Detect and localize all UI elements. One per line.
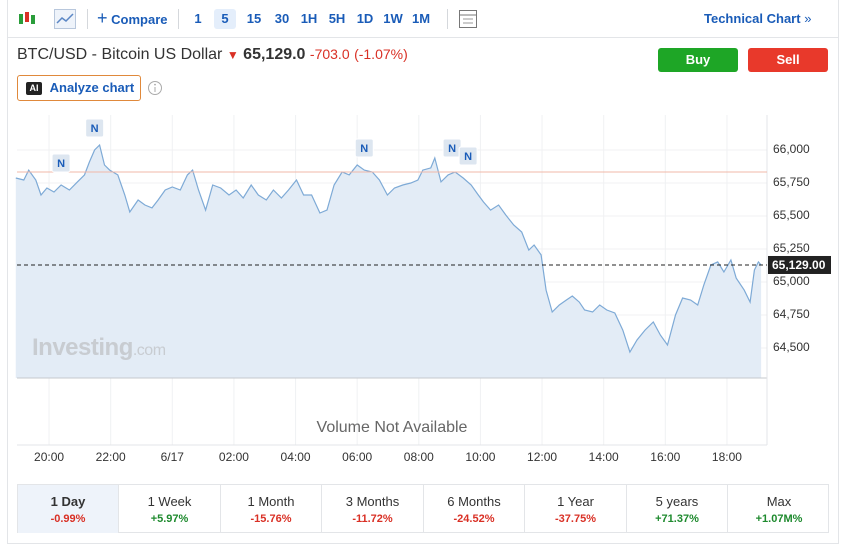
news-marker	[85, 118, 105, 138]
period-name: 1 Year	[557, 494, 594, 509]
price: 65,129.0	[243, 46, 306, 63]
period-cell[interactable]: 3 Months -11.72%	[323, 485, 424, 533]
x-tick-label: 22:00	[96, 450, 126, 464]
y-tick-label: 65,500	[773, 208, 810, 222]
period-cell[interactable]: 1 Year -37.75%	[526, 485, 627, 533]
y-tick-label: 65,250	[773, 241, 810, 255]
x-tick-label: 12:00	[527, 450, 557, 464]
news-marker-label: N	[91, 123, 99, 135]
separator	[178, 9, 179, 29]
news-marker-label: N	[448, 143, 456, 155]
info-icon[interactable]	[147, 80, 163, 96]
period-cell[interactable]: 1 Week +5.97%	[120, 485, 221, 533]
watermark-brand: Investing	[32, 334, 133, 361]
news-marker	[51, 153, 71, 173]
interval-button[interactable]: 1W	[383, 11, 403, 26]
line-icon[interactable]	[54, 9, 76, 29]
period-name: 1 Week	[147, 494, 192, 509]
current-price-label: 65,129.00	[772, 258, 826, 272]
separator	[87, 9, 88, 29]
period-change: -37.75%	[555, 513, 596, 525]
period-change: +5.97%	[150, 513, 189, 525]
candle-icon[interactable]	[17, 10, 37, 28]
news-marker	[458, 146, 478, 166]
interval-button[interactable]: 1D	[356, 11, 374, 26]
period-name: 5 years	[655, 494, 699, 509]
x-tick-label: 10:00	[465, 450, 495, 464]
period-change: -15.76%	[250, 513, 292, 525]
watermark: Investing.com	[32, 334, 166, 362]
y-tick-label: 66,000	[773, 142, 810, 156]
period-name: 3 Months	[345, 494, 400, 509]
interval-button[interactable]: 1	[194, 11, 202, 26]
sell-button[interactable]: Sell	[748, 48, 828, 72]
x-tick-label: 16:00	[650, 450, 680, 464]
period-cell[interactable]: 5 years +71.37%	[627, 485, 728, 533]
period-cell[interactable]: 1 Month -15.76%	[221, 485, 322, 533]
technical-label: Technical Chart	[704, 11, 801, 26]
period-change: -11.72%	[352, 513, 393, 525]
period-cell[interactable]: 1 Day -0.99%	[18, 485, 119, 533]
ai-icon: AI	[26, 82, 42, 95]
volume-note: Volume Not Available	[316, 419, 468, 436]
buy-button[interactable]: Buy	[658, 48, 738, 72]
period-cell[interactable]: 6 Months -24.52%	[424, 485, 525, 533]
technical-chart-link[interactable]: Technical Chart »	[704, 11, 812, 26]
change-pct: (-1.07%)	[354, 46, 408, 62]
x-tick-label: 08:00	[404, 450, 434, 464]
period-cell[interactable]: Max +1.07M%	[729, 485, 830, 533]
news-marker-label: N	[360, 143, 368, 155]
period-name: 6 Months	[447, 494, 501, 509]
x-tick-label: 06:00	[342, 450, 372, 464]
news-marker	[354, 138, 374, 158]
period-change: +1.07M%	[755, 513, 803, 525]
frame	[7, 0, 839, 544]
period-change: -24.52%	[453, 513, 495, 525]
analyze-label: Analyze chart	[49, 80, 135, 95]
separator	[447, 9, 448, 29]
watermark-suffix: .com	[132, 342, 166, 359]
interval-button[interactable]: 1M	[411, 11, 431, 26]
period-name: Max	[766, 494, 792, 509]
y-tick-label: 64,500	[773, 340, 810, 354]
layout-icon[interactable]	[458, 9, 478, 29]
compare-label: Compare	[111, 12, 168, 27]
period-name: 1 Month	[247, 494, 295, 509]
period-change: -0.99%	[50, 513, 86, 525]
news-marker-label: N	[464, 151, 472, 163]
compare-button[interactable]: + Compare	[97, 8, 168, 28]
interval-button[interactable]: 1H	[300, 11, 318, 26]
x-tick-label: 6/17	[161, 450, 185, 464]
quote-header: BTC/USD - Bitcoin US Dollar ▼ 65,129.0 -…	[17, 46, 408, 63]
period-name: 1 Day	[50, 494, 86, 509]
analyze-button[interactable]: AI Analyze chart	[17, 75, 141, 101]
x-tick-label: 20:00	[34, 450, 64, 464]
x-tick-label: 02:00	[219, 450, 249, 464]
period-change: +71.37%	[655, 513, 699, 525]
x-tick-label: 18:00	[712, 450, 742, 464]
y-tick-label: 65,000	[773, 274, 810, 288]
area-fill	[15, 145, 762, 378]
interval-button[interactable]: 15	[246, 11, 262, 26]
instrument-name: BTC/USD - Bitcoin US Dollar	[17, 46, 223, 63]
x-tick-label: 04:00	[281, 450, 311, 464]
change: -703.0	[309, 46, 350, 62]
toolbar-border	[7, 37, 839, 38]
y-tick-label: 64,750	[773, 307, 810, 321]
y-tick-label: 65,750	[773, 175, 810, 189]
interval-button[interactable]: 5	[214, 9, 236, 29]
interval-button[interactable]: 5H	[328, 11, 346, 26]
news-marker-label: N	[57, 158, 65, 170]
price-line	[15, 143, 762, 354]
interval-button[interactable]: 30	[274, 11, 290, 26]
x-tick-label: 14:00	[589, 450, 619, 464]
current-price-box	[768, 255, 831, 274]
